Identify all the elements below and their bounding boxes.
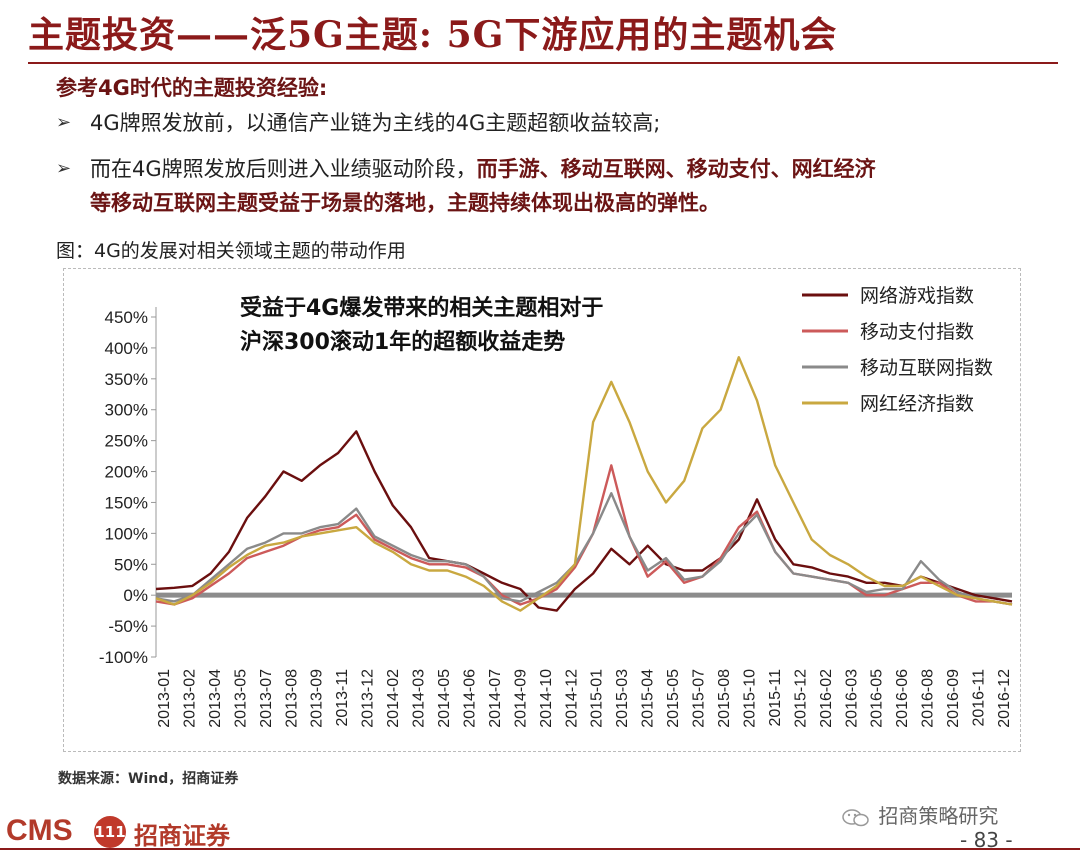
bullet-arrow-icon: ➢	[56, 112, 72, 133]
series-line-移动互联网指数	[155, 491, 1013, 606]
y-tick-label: 150%	[105, 493, 148, 512]
x-tick-label: 2014-02	[385, 669, 402, 728]
watermark-text: 招商策略研究	[878, 804, 999, 828]
x-tick-label: 2015-11	[767, 669, 784, 727]
x-tick-label: 2013-07	[258, 669, 275, 728]
legend-label: 网络游戏指数	[860, 285, 974, 307]
x-tick-label: 2013-11	[334, 669, 351, 727]
bullet-text-1: 4G牌照发放前，以通信产业链为主线的4G主题超额收益较高;	[90, 111, 661, 135]
x-tick-label: 2013-12	[360, 669, 377, 728]
logo-badge-icon: 111	[94, 816, 126, 848]
x-tick-label: 2014-05	[436, 669, 453, 728]
y-tick-label: 300%	[105, 401, 148, 420]
x-tick-label: 2013-05	[232, 669, 249, 728]
figure-caption: 图：4G的发展对相关领域主题的带动作用	[56, 240, 406, 262]
y-tick-label: 100%	[105, 524, 148, 543]
x-tick-label: 2016-09	[945, 669, 962, 728]
x-tick-label: 2014-07	[487, 669, 504, 728]
x-tick-label: 2015-05	[665, 669, 682, 728]
x-tick-label: 2014-03	[411, 669, 428, 728]
x-tick-label: 2016-08	[920, 669, 937, 728]
bullet-text-2-prefix: 而在4G牌照发放后则进入业绩驱动阶段，	[90, 157, 477, 181]
x-tick-label: 2015-07	[691, 669, 708, 728]
legend-label: 移动支付指数	[860, 321, 974, 343]
page-title: 主题投资——泛5G主题: 5G下游应用的主题机会	[28, 14, 838, 56]
x-tick-label: 2015-03	[614, 669, 631, 728]
y-tick-label: 350%	[105, 370, 148, 389]
y-tick-label: -100%	[99, 648, 148, 667]
x-tick-label: 2015-08	[716, 669, 733, 728]
y-tick-label: 400%	[105, 339, 148, 358]
x-tick-label: 2016-03	[843, 669, 860, 728]
x-tick-label: 2013-04	[207, 669, 224, 728]
x-tick-label: 2016-06	[894, 669, 911, 728]
series-line-网络游戏指数	[155, 430, 1013, 612]
bullet-arrow-icon: ➢	[56, 158, 72, 179]
x-tick-label: 2013-01	[156, 669, 173, 728]
x-tick-label: 2014-10	[538, 669, 555, 728]
x-tick-label: 2015-04	[640, 669, 657, 728]
x-tick-label: 2013-02	[181, 669, 198, 728]
legend-label: 移动互联网指数	[860, 357, 993, 379]
chart-container: -100% -50% 0% 50% 100% 150% 200% 250% 300% 350% 40…	[63, 268, 1021, 752]
y-tick-label: 200%	[105, 463, 148, 482]
x-tick-label: 2014-06	[461, 669, 478, 728]
y-tick-label: 50%	[114, 555, 148, 574]
x-tick-label: 2013-08	[283, 669, 300, 728]
wechat-icon	[842, 808, 872, 828]
title-divider	[28, 62, 1058, 64]
x-tick-label: 2016-11	[971, 669, 988, 727]
x-tick-label: 2013-09	[309, 669, 326, 728]
bullet-text-2-line1: 而在4G牌照发放后则进入业绩驱动阶段，而手游、移动互联网、移动支付、网红经济	[90, 152, 876, 186]
x-tick-label: 2016-05	[869, 669, 886, 728]
line-chart: -100% -50% 0% 50% 100% 150% 200% 250% 300% 350% 40…	[99, 285, 1013, 728]
x-tick-label: 2014-09	[512, 669, 529, 728]
bullet-item-2: ➢ 而在4G牌照发放后则进入业绩驱动阶段，而手游、移动互联网、移动支付、网红经济…	[56, 152, 1066, 222]
logo-cn-text: 招商证券	[134, 822, 230, 850]
bullet-text-2-line2: 等移动互联网主题受益于场景的落地，主题持续体现出极高的弹性。	[90, 191, 720, 215]
footer-divider	[0, 848, 1080, 850]
watermark: 招商策略研究	[842, 800, 998, 829]
y-tick-label: 450%	[105, 308, 148, 327]
y-tick-label: 0%	[123, 586, 148, 605]
chart-title-line2: 沪深300滚动1年的超额收益走势	[240, 329, 565, 355]
bullet-item-1: ➢ 4G牌照发放前，以通信产业链为主线的4G主题超额收益较高;	[56, 106, 1056, 140]
y-tick-label: -50%	[108, 617, 148, 636]
logo-cms-text: CMS	[6, 814, 73, 847]
x-tick-label: 2015-12	[792, 669, 809, 728]
series-line-网红经济指数	[155, 355, 1013, 612]
chart-title-line1: 受益于4G爆发带来的相关主题相对于	[240, 295, 603, 321]
data-source: 数据来源：Wind，招商证券	[58, 771, 239, 787]
bullet-text-2-bold: 而手游、移动互联网、移动支付、网红经济	[476, 157, 876, 181]
legend-label: 网红经济指数	[860, 393, 974, 415]
x-tick-label: 2015-10	[741, 669, 758, 728]
y-tick-label: 250%	[105, 432, 148, 451]
intro-subhead: 参考4G时代的主题投资经验:	[56, 76, 328, 100]
x-tick-label: 2016-12	[996, 669, 1013, 728]
x-tick-label: 2016-02	[818, 669, 835, 728]
x-tick-label: 2015-01	[589, 669, 606, 728]
x-tick-label: 2014-12	[563, 669, 580, 728]
